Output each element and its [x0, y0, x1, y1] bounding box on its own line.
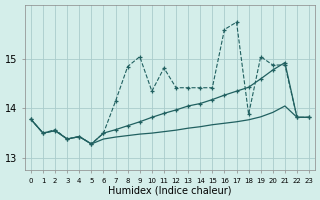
- X-axis label: Humidex (Indice chaleur): Humidex (Indice chaleur): [108, 185, 232, 195]
